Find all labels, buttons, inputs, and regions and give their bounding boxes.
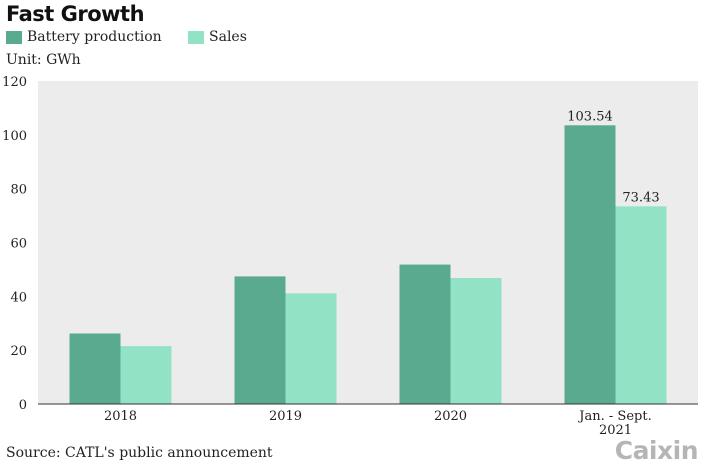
x-tick-label: Jan. - Sept. bbox=[577, 409, 651, 424]
bar-sales bbox=[450, 278, 502, 404]
bar-sales bbox=[615, 206, 667, 404]
x-tick-label: 2018 bbox=[104, 409, 137, 424]
y-tick-label: 40 bbox=[10, 290, 27, 305]
bar-battery-production bbox=[234, 276, 286, 404]
y-tick-label: 60 bbox=[10, 237, 27, 252]
legend-label-battery-production: Battery production bbox=[27, 29, 162, 45]
caixin-logo: Caixin bbox=[614, 436, 699, 465]
source-note: Source: CATL's public announcement bbox=[6, 445, 273, 461]
y-tick-label: 0 bbox=[19, 398, 27, 413]
legend-item-sales: Sales bbox=[188, 29, 247, 45]
chart-title: Fast Growth bbox=[6, 2, 145, 26]
bar-battery-production bbox=[399, 264, 451, 404]
bar-battery-production bbox=[564, 125, 616, 404]
unit-label: Unit: GWh bbox=[6, 52, 81, 68]
legend-swatch-battery-production bbox=[6, 30, 22, 44]
x-tick-label: 2021 bbox=[599, 423, 632, 438]
y-tick-label: 80 bbox=[10, 183, 27, 198]
y-tick-label: 20 bbox=[10, 344, 27, 359]
data-label: 103.54 bbox=[567, 109, 613, 124]
y-tick-label: 100 bbox=[2, 129, 27, 144]
legend-label-sales: Sales bbox=[209, 29, 247, 45]
x-tick-label: 2020 bbox=[434, 409, 467, 424]
legend-item-battery-production: Battery production bbox=[6, 29, 162, 45]
bar-sales bbox=[285, 293, 337, 404]
x-tick-label: 2019 bbox=[269, 409, 302, 424]
data-label: 73.43 bbox=[622, 190, 659, 205]
y-tick-label: 120 bbox=[2, 75, 27, 90]
bar-sales bbox=[120, 346, 172, 404]
bar-battery-production bbox=[69, 333, 121, 404]
legend-swatch-sales bbox=[188, 30, 204, 44]
